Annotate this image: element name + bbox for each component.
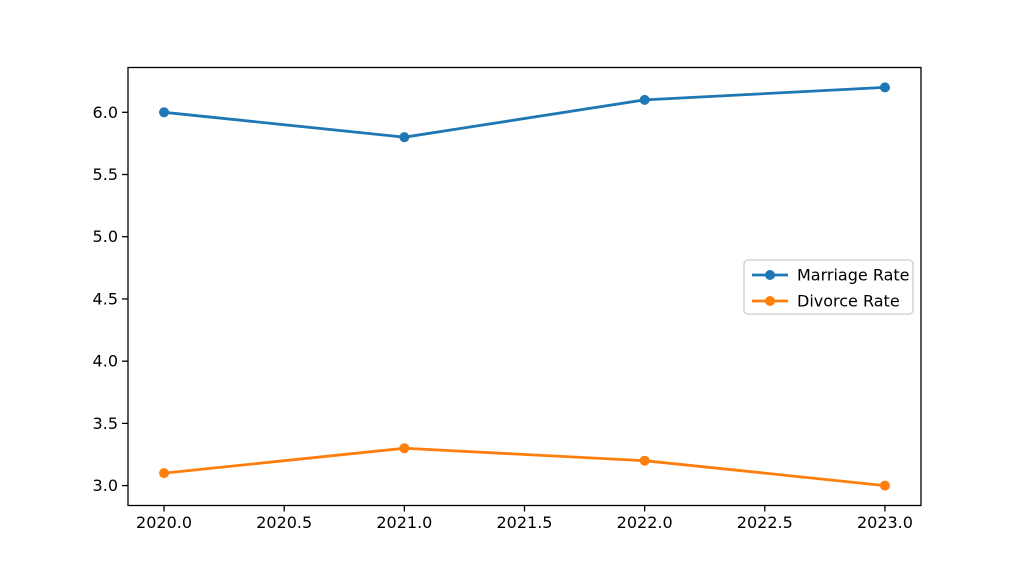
legend-sample-marker-divorce-rate: [765, 296, 775, 306]
x-tick-label: 2022.5: [737, 513, 793, 532]
x-tick-label: 2021.0: [376, 513, 432, 532]
legend-label-divorce-rate: Divorce Rate: [797, 292, 900, 311]
y-tick-label: 3.5: [93, 414, 118, 433]
x-tick-label: 2022.0: [617, 513, 673, 532]
y-tick-label: 6.0: [93, 103, 118, 122]
marriage-rate-marker: [399, 132, 410, 143]
divorce-rate-marker: [879, 480, 890, 491]
marriage-rate-marker: [639, 94, 650, 105]
divorce-rate-marker: [159, 468, 170, 479]
y-tick-label: 5.0: [93, 227, 118, 246]
y-tick-label: 4.0: [93, 352, 118, 371]
x-tick-label: 2020.5: [256, 513, 312, 532]
y-tick-label: 4.5: [93, 289, 118, 308]
legend-sample-marker-marriage-rate: [765, 270, 775, 280]
divorce-rate-marker: [399, 443, 410, 454]
x-tick-label: 2021.5: [497, 513, 553, 532]
marriage-rate-marker: [159, 107, 170, 118]
x-tick-label: 2023.0: [857, 513, 913, 532]
y-tick-label: 3.0: [93, 476, 118, 495]
marriage-rate-line: [162, 86, 887, 139]
x-tick-label: 2020.0: [136, 513, 192, 532]
marriage-rate-marker: [879, 82, 890, 93]
y-tick-label: 5.5: [93, 165, 118, 184]
legend-label-marriage-rate: Marriage Rate: [797, 266, 910, 285]
divorce-rate-marker: [639, 455, 650, 466]
divorce-rate-line: [162, 446, 887, 487]
